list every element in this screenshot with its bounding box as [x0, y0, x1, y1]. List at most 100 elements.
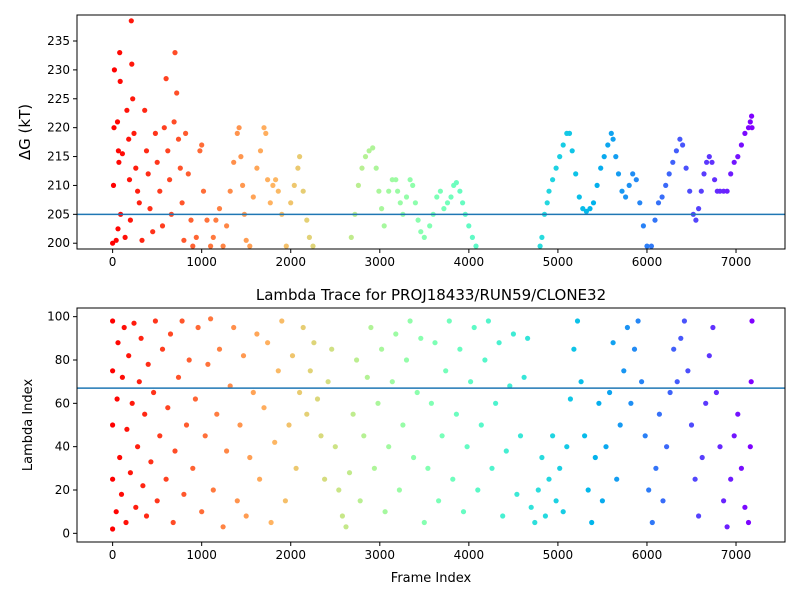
- data-point: [275, 368, 281, 374]
- y-tick-label: 205: [47, 207, 70, 221]
- data-point: [701, 171, 707, 177]
- data-point: [234, 130, 240, 136]
- data-point: [421, 234, 427, 240]
- data-point: [130, 96, 136, 102]
- data-point: [434, 194, 440, 200]
- data-point: [482, 357, 488, 363]
- data-point: [200, 188, 207, 194]
- data-point: [610, 340, 616, 346]
- data-point: [652, 217, 658, 223]
- data-point: [699, 454, 705, 461]
- y-tick-label: 235: [47, 34, 70, 48]
- data-point: [114, 396, 120, 402]
- data-point: [623, 194, 629, 200]
- data-point: [154, 498, 160, 504]
- data-point: [135, 188, 141, 194]
- data-point: [133, 504, 139, 510]
- data-point: [208, 243, 214, 249]
- data-point: [578, 379, 584, 385]
- data-point: [257, 148, 264, 154]
- data-point: [133, 165, 139, 171]
- data-point: [126, 136, 132, 142]
- data-point: [318, 433, 324, 439]
- data-point: [425, 465, 431, 471]
- data-point: [698, 188, 704, 194]
- data-point: [709, 159, 715, 165]
- data-point: [375, 400, 381, 406]
- data-point: [427, 223, 433, 229]
- data-point: [457, 188, 463, 194]
- data-point: [159, 346, 166, 352]
- data-point: [263, 130, 269, 136]
- data-point: [183, 130, 189, 136]
- data-point: [608, 130, 614, 136]
- data-point: [748, 379, 754, 385]
- data-point: [197, 148, 203, 154]
- data-point: [165, 405, 171, 411]
- data-point: [243, 237, 249, 243]
- data-point: [598, 165, 604, 171]
- lambda-y-ticks: 0 20 40 60 80 100: [47, 310, 77, 540]
- data-point: [220, 524, 226, 530]
- data-point: [589, 519, 595, 526]
- data-point: [273, 177, 279, 183]
- data-point: [460, 200, 466, 206]
- data-point: [742, 130, 748, 136]
- data-point: [199, 142, 205, 148]
- delta-g-y-label: ΔG (kT): [16, 104, 34, 160]
- data-point: [696, 513, 702, 519]
- data-point: [175, 374, 182, 380]
- data-point: [418, 229, 424, 235]
- data-point: [560, 142, 566, 148]
- data-point: [704, 159, 710, 165]
- data-point: [123, 519, 129, 526]
- data-point: [569, 148, 575, 154]
- data-point: [664, 444, 670, 450]
- data-point: [145, 361, 151, 367]
- data-point: [240, 182, 246, 188]
- data-point: [172, 448, 178, 454]
- data-point: [605, 142, 611, 148]
- data-point: [286, 422, 292, 428]
- data-point: [671, 346, 677, 352]
- y-tick-label: 100: [47, 310, 70, 324]
- x-tick-label: 0: [109, 548, 117, 562]
- data-point: [728, 476, 734, 482]
- data-point: [457, 346, 463, 352]
- data-point: [110, 318, 116, 324]
- data-point: [268, 519, 274, 526]
- data-point: [738, 142, 745, 148]
- x-tick-label: 1000: [186, 548, 217, 562]
- data-point: [393, 177, 399, 183]
- data-point: [193, 234, 199, 240]
- data-point: [667, 389, 673, 396]
- data-point: [175, 136, 182, 142]
- data-point: [138, 335, 144, 341]
- data-point: [379, 206, 385, 212]
- data-point: [150, 229, 156, 235]
- data-point: [444, 200, 451, 206]
- data-point: [644, 243, 650, 249]
- data-point: [199, 509, 205, 515]
- data-point: [122, 234, 128, 240]
- data-point: [603, 444, 609, 450]
- data-point: [234, 498, 240, 504]
- data-point: [346, 470, 353, 476]
- data-point: [615, 171, 622, 177]
- data-point: [129, 400, 135, 406]
- data-point: [510, 331, 516, 337]
- data-point: [713, 389, 720, 396]
- data-point: [421, 519, 427, 526]
- data-point: [371, 465, 377, 471]
- data-point: [116, 159, 122, 165]
- data-point: [220, 243, 226, 249]
- y-tick-label: 60: [55, 396, 70, 410]
- data-point: [119, 374, 125, 380]
- data-point: [721, 498, 727, 504]
- data-point: [633, 177, 639, 183]
- data-point: [649, 519, 655, 526]
- data-point: [683, 165, 689, 171]
- data-point: [450, 476, 456, 482]
- data-point: [546, 188, 552, 194]
- data-point: [115, 340, 121, 346]
